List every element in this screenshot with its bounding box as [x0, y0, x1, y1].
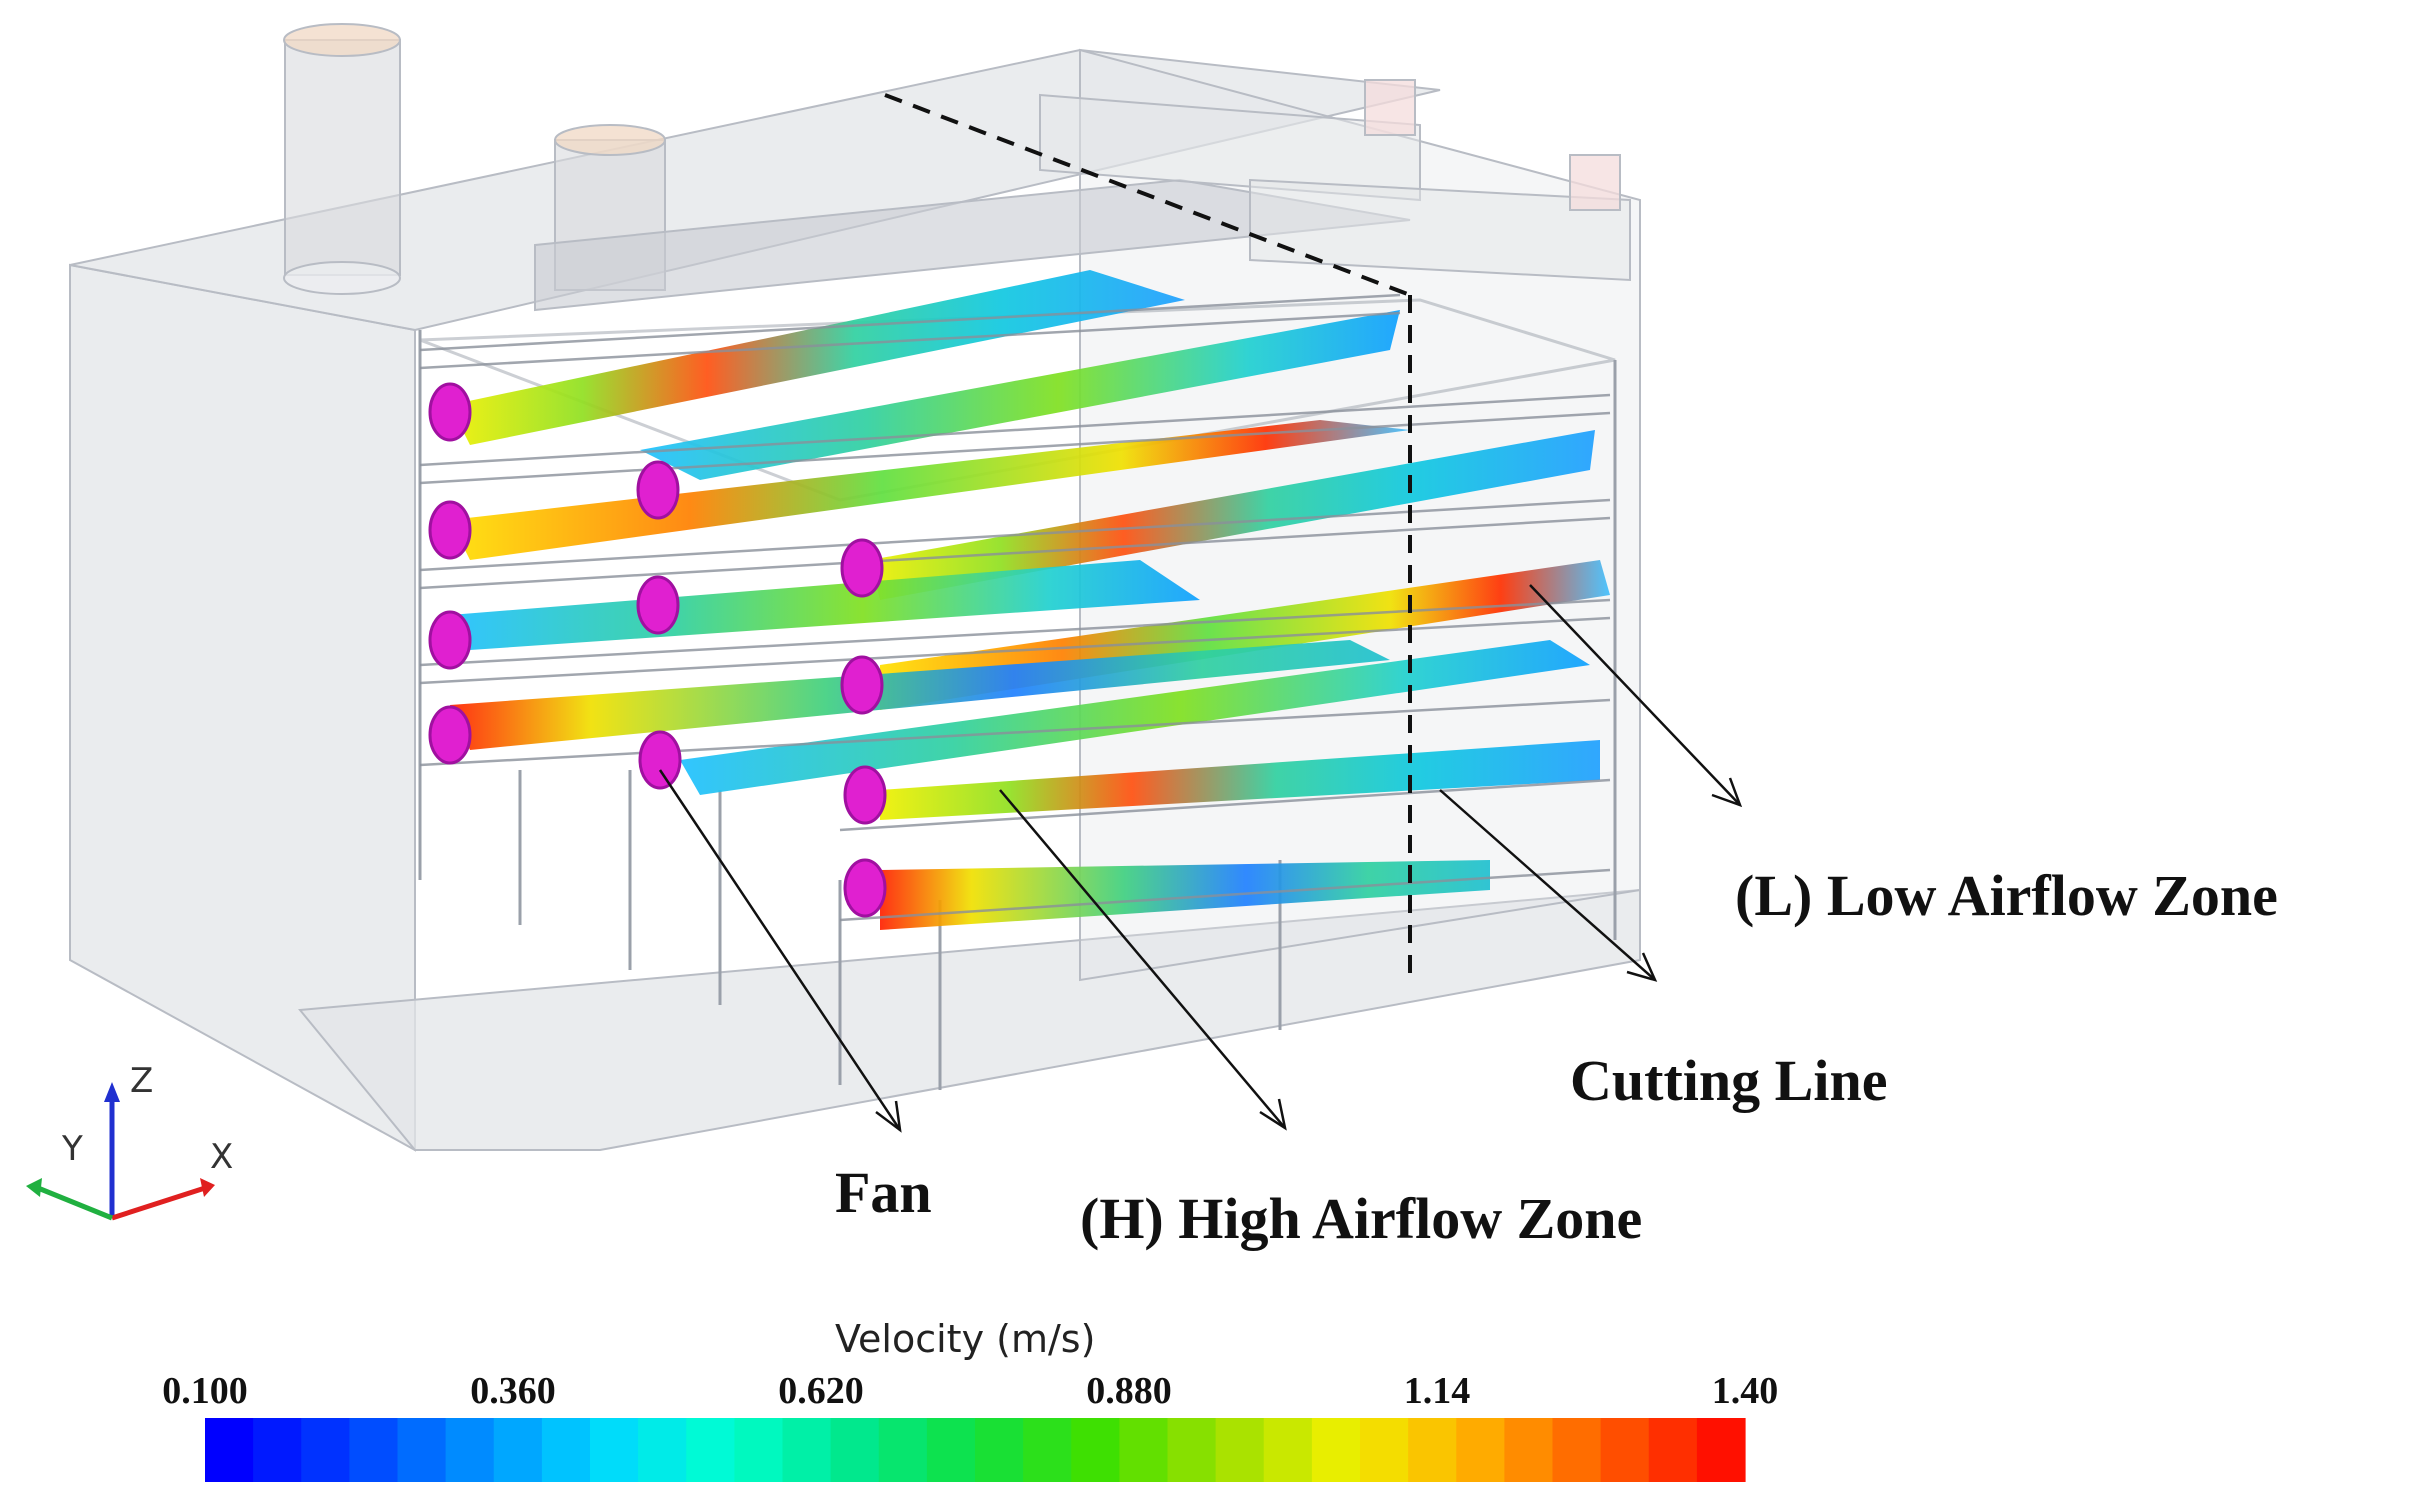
- colorbar-tick-label: 0.880: [1086, 1370, 1172, 1412]
- colorbar-swatch: [1119, 1418, 1169, 1482]
- fan-10: [843, 765, 887, 825]
- arrow-fan: [658, 769, 902, 1131]
- colorbar-swatch: [1696, 1418, 1746, 1482]
- stack-1-base: [283, 261, 401, 295]
- fan-8: [840, 538, 884, 598]
- high-airflow-zone-label: (H) High Airflow Zone: [1080, 1186, 1642, 1251]
- colorbar-ticks: 0.100 0.360 0.620 0.880 1.14 1.40: [162, 1370, 1778, 1412]
- colorbar-swatch: [1456, 1418, 1505, 1482]
- plane-tier-2b: [870, 430, 1595, 600]
- cutting-line: [884, 93, 1412, 985]
- colorbar-swatch: [1408, 1418, 1457, 1482]
- velocity-colorbar: Velocity (m/s) 0.100 0.360 0.620 0.880 1.14 1…: [162, 1317, 1778, 1482]
- arrow-cutting-line: [1439, 789, 1656, 981]
- colorbar-swatch: [878, 1418, 928, 1482]
- colorbar-swatch: [830, 1418, 880, 1482]
- colorbar-swatch: [397, 1418, 447, 1482]
- fan-6: [636, 575, 680, 635]
- fans: [428, 382, 887, 918]
- colorbar-swatch: [301, 1418, 350, 1482]
- colorbar-tick-label: 0.620: [778, 1370, 864, 1412]
- low-airflow-zone-label: (L) Low Airflow Zone: [1735, 863, 2278, 928]
- arrow-high-zone: [999, 789, 1286, 1129]
- axis-triad: Z Y X: [26, 1061, 233, 1221]
- plane-tier-4a: [450, 640, 1390, 750]
- colorbar-swatch: [541, 1418, 591, 1482]
- plane-tier-1a: [450, 270, 1185, 445]
- fan-3: [428, 610, 472, 670]
- velocity-planes: [450, 270, 1610, 930]
- stack-2-top: [554, 124, 666, 156]
- plane-tier-6: [880, 860, 1490, 930]
- colorbar-swatch: [205, 1418, 254, 1482]
- colorbar-swatch: [975, 1418, 1024, 1482]
- duct-outlet-2: [1569, 154, 1621, 211]
- colorbar-swatch: [1311, 1418, 1361, 1482]
- colorbar-swatch: [638, 1418, 687, 1482]
- fan-7: [638, 730, 682, 790]
- colorbar-swatch: [734, 1418, 784, 1482]
- cutting-line-label: Cutting Line: [1570, 1048, 1887, 1113]
- colorbar-swatch: [493, 1418, 543, 1482]
- plane-tier-1b: [640, 310, 1400, 480]
- colorbar-swatch: [1648, 1418, 1698, 1482]
- colorbar-swatch: [686, 1418, 735, 1482]
- plane-tier-4b: [680, 640, 1590, 795]
- colorbar-swatch: [1215, 1418, 1265, 1482]
- axis-x-label: X: [210, 1137, 233, 1177]
- fan-2: [428, 500, 472, 560]
- colorbar-swatch: [590, 1418, 639, 1482]
- stack-1-top: [283, 23, 401, 57]
- colorbar-tick-label: 1.14: [1404, 1370, 1471, 1412]
- colorbar-swatch: [349, 1418, 399, 1482]
- colorbar-tick-label: 0.100: [162, 1370, 248, 1412]
- colorbar-swatch: [1071, 1418, 1120, 1482]
- stack-1: [284, 39, 401, 276]
- colorbar-title: Velocity (m/s): [835, 1317, 1095, 1361]
- annotation-arrows: [658, 584, 1743, 1133]
- duct-outlet-1: [1364, 79, 1416, 136]
- arrow-low-zone: [1529, 584, 1741, 806]
- plane-tier-2a: [450, 420, 1410, 560]
- colorbar-swatch: [1023, 1418, 1072, 1482]
- colorbar-swatch: [253, 1418, 302, 1482]
- housing-base: [298, 888, 1641, 1151]
- colorbar-swatch: [445, 1418, 495, 1482]
- fan-label: Fan: [835, 1160, 932, 1225]
- colorbar-tick-label: 0.360: [470, 1370, 556, 1412]
- colorbar-swatch: [1504, 1418, 1554, 1482]
- colorbar-swatch: [1552, 1418, 1602, 1482]
- colorbar-swatch: [782, 1418, 832, 1482]
- plane-tier-3a: [450, 560, 1200, 650]
- fan-1: [428, 382, 472, 442]
- colorbar-swatch: [1600, 1418, 1650, 1482]
- housing: [69, 23, 1641, 1152]
- colorbar-swatch: [1360, 1418, 1409, 1482]
- fan-5: [636, 460, 680, 520]
- colorbar-swatch: [926, 1418, 976, 1482]
- colorbar-tick-label: 1.40: [1712, 1370, 1779, 1412]
- plane-tier-5: [880, 740, 1600, 820]
- fan-4: [428, 705, 472, 765]
- colorbar-swatches: [205, 1418, 1746, 1482]
- axis-z-label: Z: [130, 1061, 153, 1101]
- fan-11: [843, 858, 887, 918]
- fan-9: [840, 655, 884, 715]
- axis-y-label: Y: [61, 1129, 83, 1169]
- colorbar-swatch: [1263, 1418, 1313, 1482]
- colorbar-swatch: [1167, 1418, 1217, 1482]
